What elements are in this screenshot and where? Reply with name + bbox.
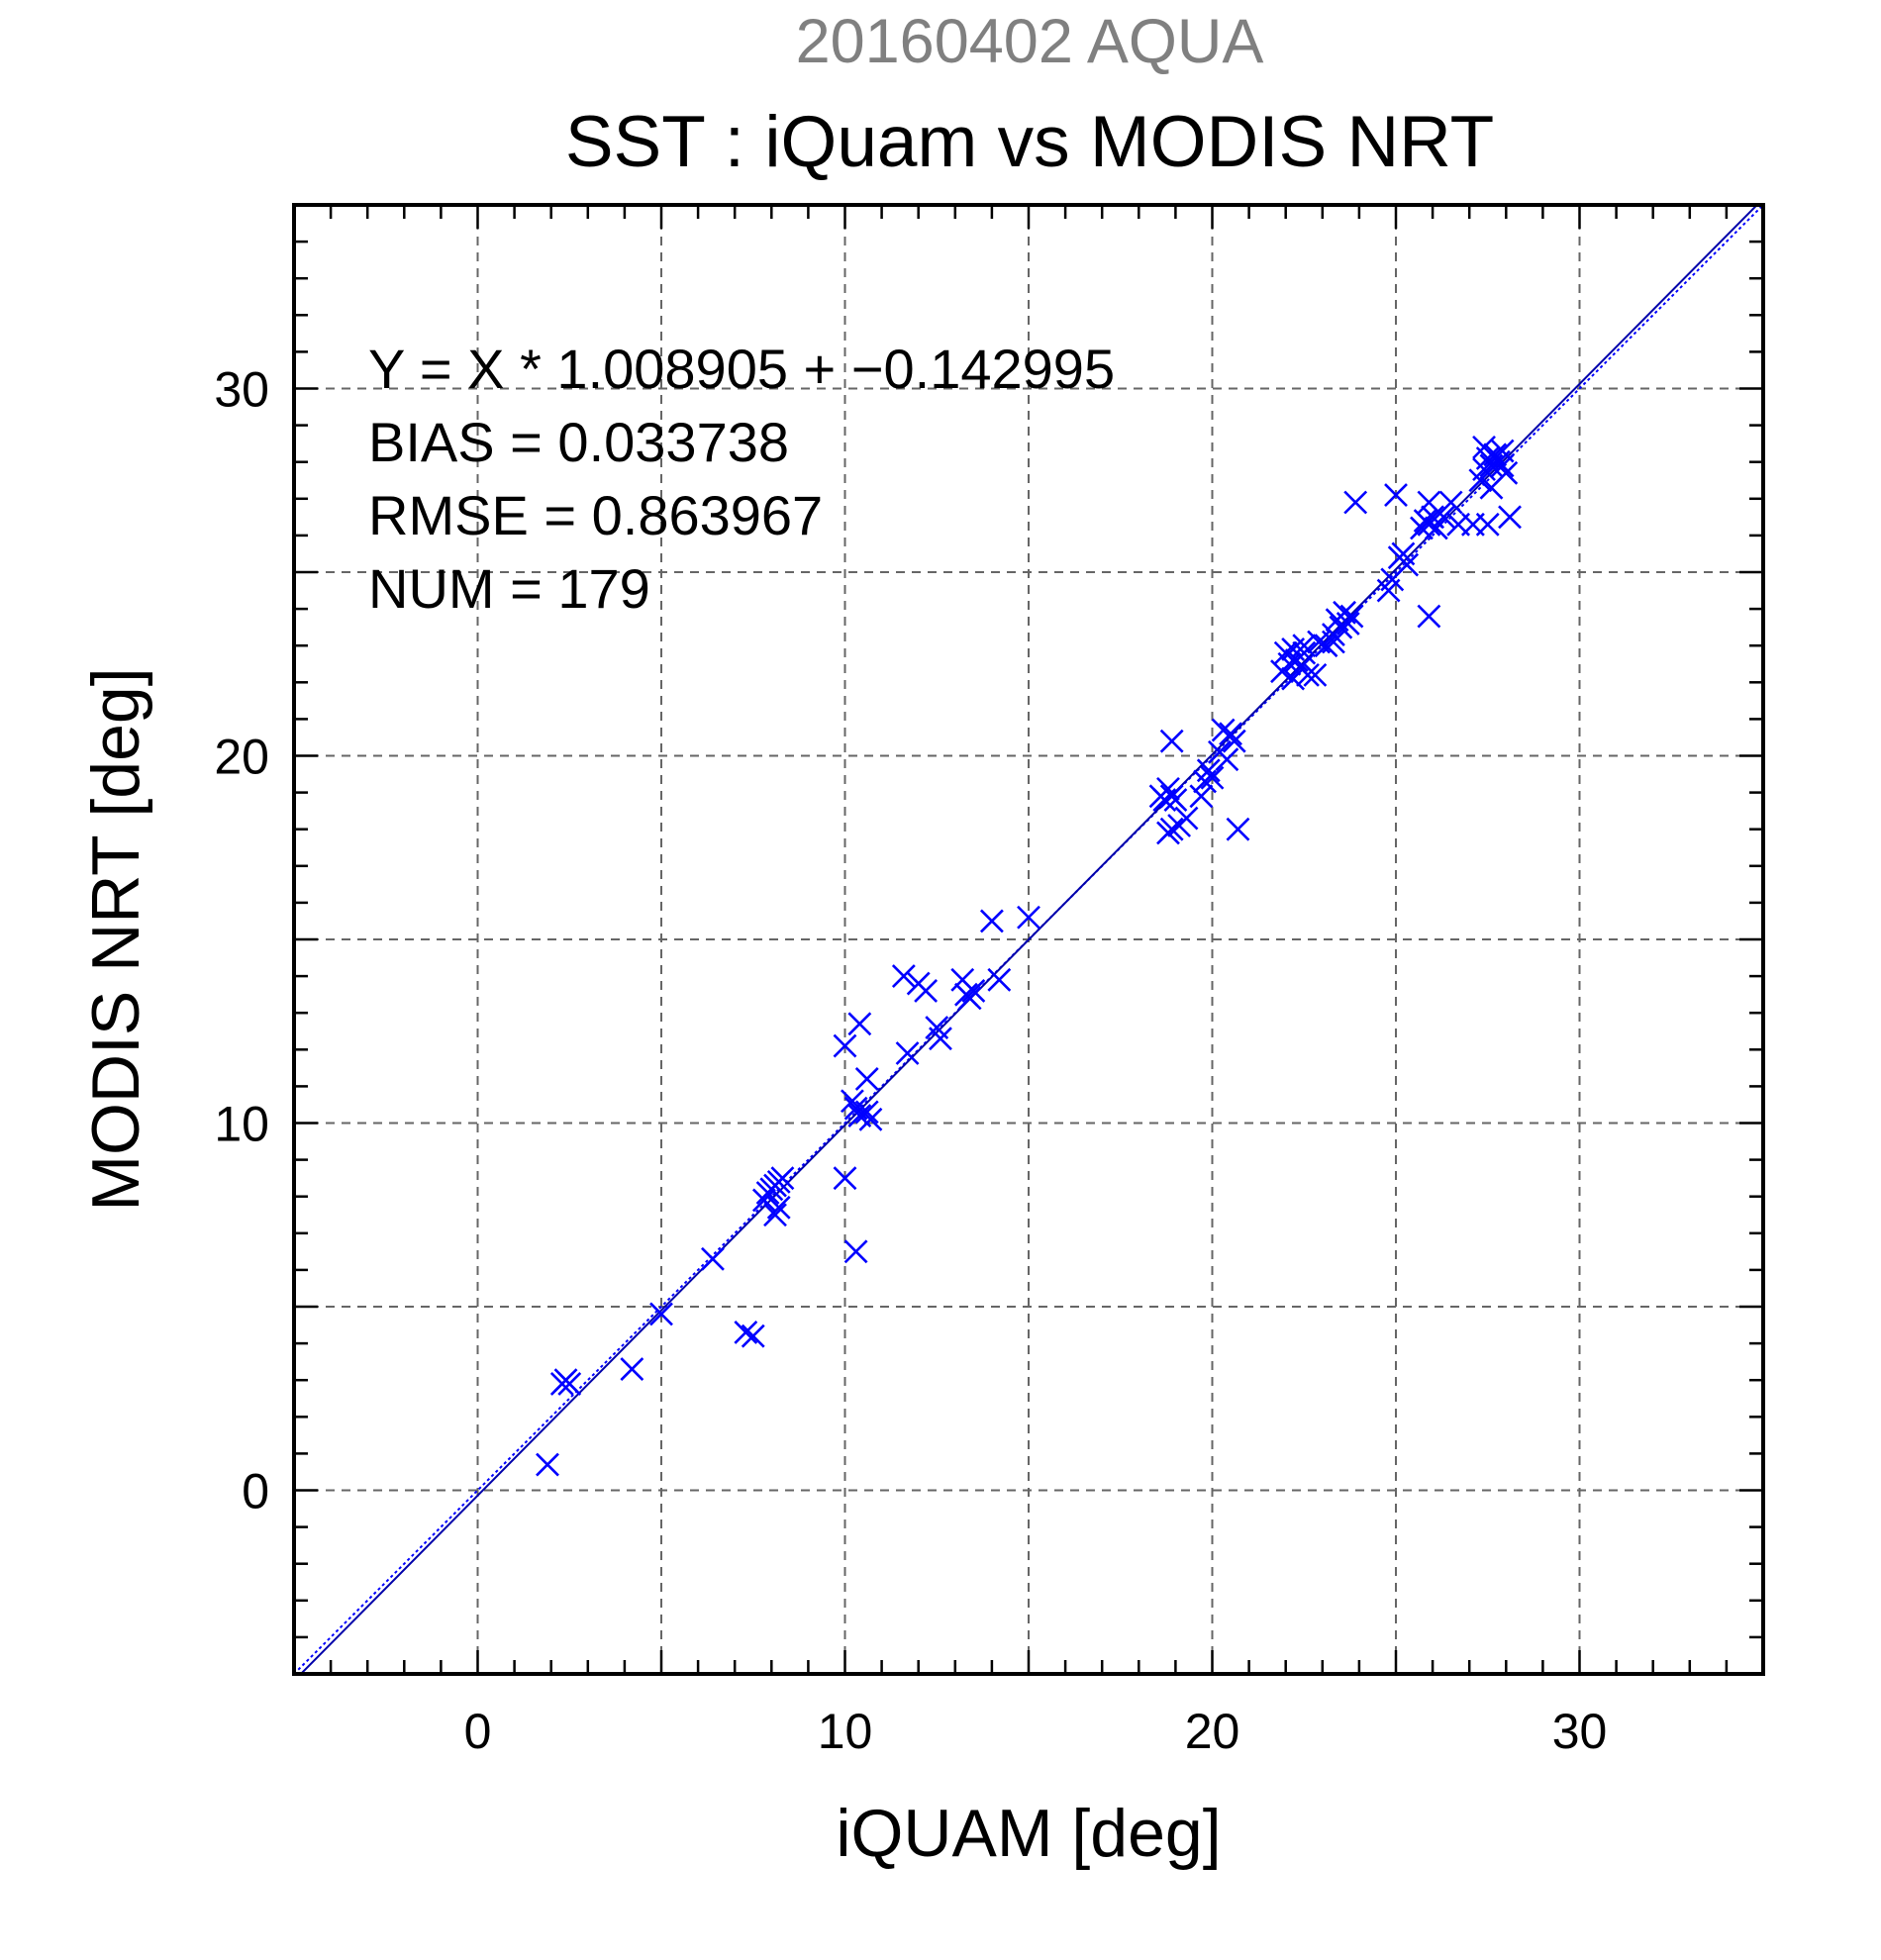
data-point: [854, 1067, 879, 1091]
reference-lines: [294, 205, 1763, 1674]
grid-lines: [294, 205, 1763, 1674]
data-point: [751, 1188, 776, 1213]
data-point: [1490, 453, 1515, 478]
data-point: [1017, 905, 1040, 930]
data-point: [763, 1203, 787, 1227]
data-point: [1498, 505, 1522, 530]
data-point: [914, 979, 939, 1003]
data-point: [1339, 604, 1364, 629]
data-point: [1438, 490, 1463, 515]
data-point: [1472, 435, 1496, 459]
data-points: [536, 435, 1522, 1477]
data-point: [734, 1321, 758, 1344]
plot-frame: [292, 203, 1765, 1676]
data-point: [620, 1357, 644, 1381]
data-point: [1215, 747, 1239, 772]
data-point: [1292, 640, 1317, 665]
data-point: [1483, 442, 1508, 467]
data-point: [770, 1166, 795, 1191]
data-point: [1475, 512, 1500, 537]
bias-stat: BIAS = 0.033738: [368, 411, 789, 473]
stats-block: Y = X * 1.008905 + −0.142995 BIAS = 0.03…: [368, 338, 1115, 620]
data-point: [1219, 722, 1242, 746]
data-point: [557, 1371, 582, 1396]
data-point: [1417, 604, 1441, 629]
data-point: [1303, 662, 1328, 687]
data-point: [1384, 483, 1408, 508]
chart-date-title: 20160402 AQUA: [796, 7, 1264, 76]
x-tick-label: 20: [1185, 1704, 1240, 1759]
data-point: [701, 1246, 725, 1271]
data-point: [1292, 634, 1317, 658]
chart-title: SST : iQuam vs MODIS NRT: [565, 102, 1494, 182]
rmse-stat: RMSE = 0.863967: [368, 484, 823, 546]
data-point: [1189, 784, 1214, 809]
data-point: [1479, 475, 1504, 500]
data-point: [847, 1012, 872, 1036]
data-point: [854, 1100, 879, 1125]
tick-labels: 0 0 10 10 20 20 30 30: [214, 362, 1607, 1760]
data-point: [1159, 729, 1184, 753]
data-point: [987, 967, 1012, 992]
data-point: [649, 1302, 673, 1326]
minor-ticks: [294, 205, 1763, 1674]
data-point: [1322, 630, 1345, 654]
data-point: [766, 1195, 791, 1220]
y-tick-label: 0: [242, 1464, 269, 1519]
data-point: [1417, 490, 1441, 515]
data-point: [833, 1166, 857, 1191]
data-point: [833, 1033, 857, 1058]
data-point: [979, 909, 1004, 933]
x-tick-label: 10: [818, 1704, 873, 1759]
one-to-one-line: [294, 205, 1763, 1674]
data-point: [841, 1089, 864, 1114]
data-point: [1196, 758, 1221, 783]
data-point: [1281, 666, 1306, 691]
data-point: [536, 1452, 559, 1477]
data-point: [1417, 512, 1441, 537]
fit-equation: Y = X * 1.008905 + −0.142995: [368, 338, 1115, 400]
data-point: [1336, 612, 1360, 636]
data-point: [1200, 765, 1225, 790]
y-tick-label: 20: [214, 730, 269, 785]
x-tick-label: 30: [1552, 1704, 1608, 1759]
data-point: [1156, 776, 1180, 801]
data-point: [891, 964, 916, 989]
data-point: [1159, 817, 1184, 841]
data-point: [1174, 806, 1199, 831]
y-tick-label: 30: [214, 362, 269, 418]
data-point: [741, 1323, 765, 1348]
regression-line: [299, 205, 1759, 1674]
y-axis-title: MODIS NRT [deg]: [78, 667, 153, 1211]
data-point: [1296, 662, 1320, 687]
x-axis-title: iQUAM [deg]: [836, 1796, 1221, 1871]
data-point: [1395, 552, 1420, 577]
data-point: [1424, 516, 1448, 540]
data-point: [1343, 490, 1368, 515]
data-point: [1314, 634, 1338, 658]
data-point: [843, 1239, 868, 1264]
x-tick-label: 0: [464, 1704, 492, 1759]
data-point: [895, 1041, 920, 1065]
data-point: [1226, 817, 1250, 841]
data-point: [1163, 788, 1188, 812]
num-stat: NUM = 179: [368, 557, 650, 620]
data-point: [961, 979, 986, 1003]
data-point: [957, 986, 982, 1011]
data-point: [929, 1027, 952, 1051]
y-tick-label: 10: [214, 1097, 269, 1152]
data-point: [858, 1107, 883, 1131]
data-point: [1222, 729, 1246, 753]
